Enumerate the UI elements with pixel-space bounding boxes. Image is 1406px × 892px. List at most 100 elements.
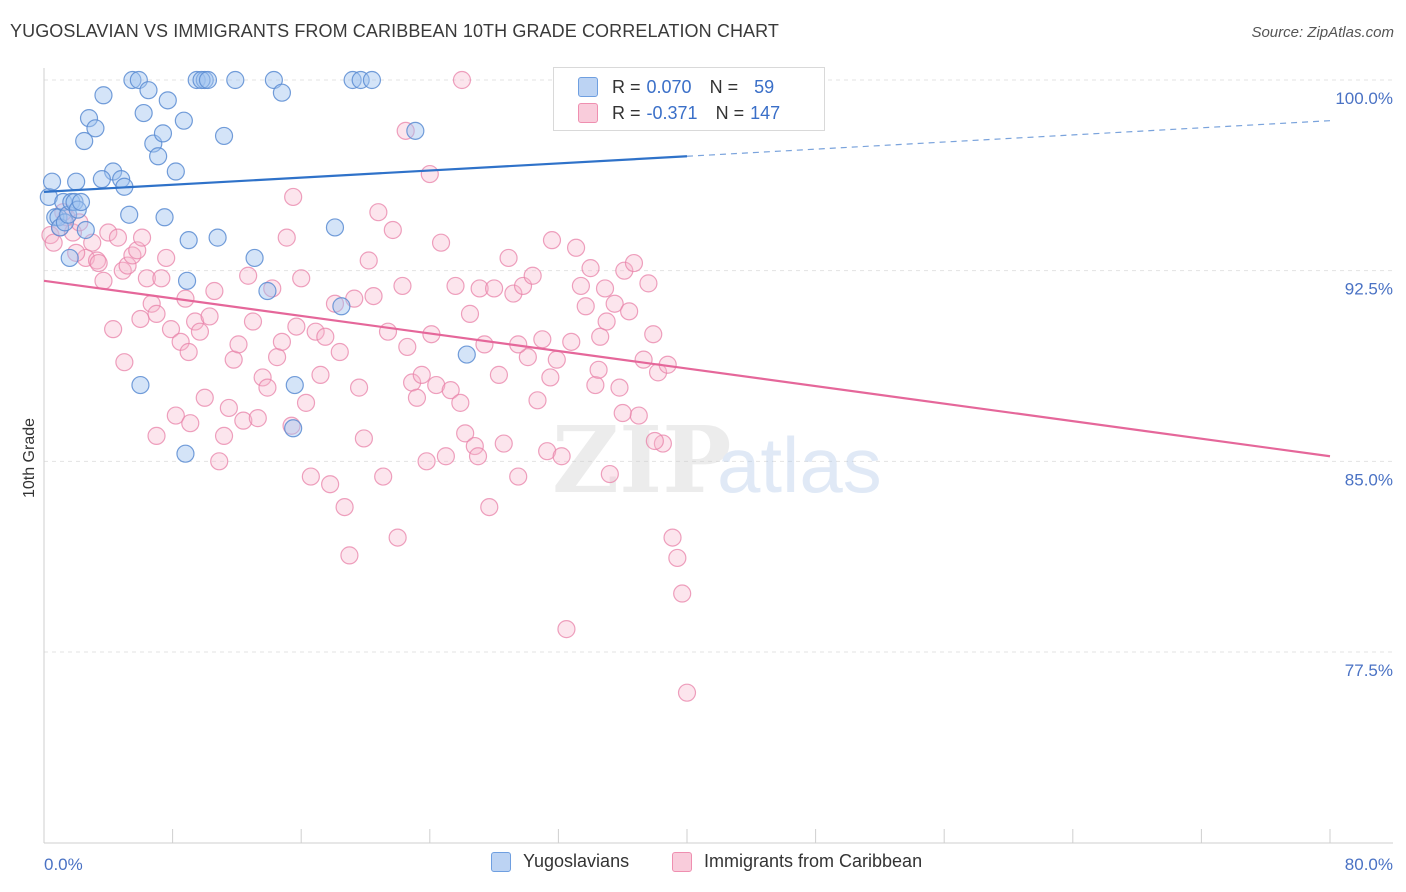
x-tick-label-0: 0.0% (44, 855, 83, 874)
point-yugoslavian-27 (153, 124, 173, 143)
y-tick-label-3: 100.0% (1335, 89, 1393, 108)
point-yugoslavian-10 (67, 172, 86, 191)
point-caribbean-53 (306, 322, 325, 341)
point-caribbean-109 (576, 297, 595, 316)
point-caribbean-52 (301, 467, 320, 486)
tick-labels: 77.5% 85.0% 92.5% 100.0% 0.0% 80.0% (44, 89, 1393, 874)
legend-swatch-pink (578, 103, 598, 123)
point-caribbean-103 (547, 350, 566, 369)
point-caribbean-80 (436, 447, 455, 466)
point-yugoslavian-39 (226, 70, 245, 90)
point-yugoslavian-28 (158, 91, 177, 110)
point-caribbean-102 (542, 231, 562, 250)
bottom-legend-caribbean: Immigrants from Caribbean (672, 851, 922, 872)
point-caribbean-63 (354, 429, 373, 448)
point-caribbean-128 (668, 548, 687, 568)
legend-n-value: 59 (754, 76, 775, 97)
point-caribbean-135 (396, 121, 415, 140)
point-caribbean-105 (557, 620, 576, 639)
point-yugoslavian-30 (174, 111, 193, 130)
point-caribbean-114 (600, 464, 619, 484)
legend: R = 0.070 N = 59 R = -0.371 N = 147 (553, 67, 825, 131)
caribbean-points (41, 70, 697, 702)
point-caribbean-95 (509, 467, 528, 486)
point-caribbean-120 (629, 406, 648, 425)
point-caribbean-121 (634, 350, 653, 369)
watermark-atlas: atlas (717, 421, 882, 509)
point-caribbean-50 (292, 269, 311, 288)
point-caribbean-147 (613, 403, 632, 423)
point-caribbean-35 (219, 398, 238, 418)
point-caribbean-148 (645, 431, 664, 451)
point-caribbean-72 (398, 337, 417, 357)
point-caribbean-30 (195, 388, 214, 407)
point-caribbean-89 (480, 497, 499, 517)
point-caribbean-55 (316, 327, 335, 346)
point-caribbean-40 (243, 312, 263, 331)
point-caribbean-71 (393, 276, 412, 296)
point-caribbean-90 (485, 279, 504, 298)
source-label: Source: ZipAtlas.com (1251, 24, 1394, 41)
point-caribbean-36 (224, 350, 243, 369)
point-caribbean-119 (624, 253, 644, 273)
bottom-legend-swatch-pink (672, 851, 692, 872)
point-caribbean-33 (210, 452, 229, 471)
point-caribbean-67 (374, 467, 393, 486)
point-caribbean-24 (166, 406, 185, 425)
x-tick-label-1: 80.0% (1345, 855, 1393, 874)
point-caribbean-129 (673, 584, 692, 603)
point-caribbean-94 (504, 284, 523, 303)
point-caribbean-134 (284, 187, 303, 207)
point-caribbean-14 (118, 256, 137, 275)
point-caribbean-110 (581, 259, 600, 278)
point-caribbean-39 (239, 266, 258, 285)
legend-swatch-blue (578, 77, 598, 97)
point-caribbean-118 (620, 302, 639, 321)
point-caribbean-143 (179, 342, 198, 362)
point-yugoslavian-55 (92, 170, 111, 189)
point-caribbean-83 (451, 393, 470, 412)
point-caribbean-68 (378, 322, 398, 341)
point-caribbean-146 (597, 312, 616, 331)
point-yugoslavian-20 (120, 205, 139, 224)
point-caribbean-132 (589, 360, 608, 379)
point-caribbean-65 (364, 286, 383, 306)
trend-yugoslavians-extension (686, 120, 1331, 157)
point-caribbean-69 (383, 220, 402, 240)
point-caribbean-111 (586, 375, 605, 395)
point-caribbean-75 (412, 365, 431, 384)
point-caribbean-42 (253, 368, 272, 387)
point-yugoslavian-21 (123, 70, 142, 90)
bottom-legend: Yugoslavians Immigrants from Caribbean (0, 851, 1406, 877)
point-caribbean-49 (287, 317, 306, 336)
point-caribbean-133 (420, 164, 439, 184)
point-yugoslavian-43 (272, 83, 292, 102)
trend-yugoslavians (43, 155, 688, 193)
point-caribbean-60 (340, 546, 359, 565)
point-yugoslavian-36 (198, 70, 218, 90)
point-caribbean-1 (44, 233, 63, 252)
point-caribbean-18 (137, 269, 156, 288)
point-caribbean-76 (417, 452, 436, 471)
point-caribbean-46 (272, 332, 292, 351)
point-caribbean-93 (499, 248, 518, 268)
point-caribbean-70 (388, 528, 407, 547)
point-caribbean-92 (494, 434, 513, 453)
point-caribbean-101 (538, 442, 557, 461)
point-yugoslavian-45 (285, 375, 304, 395)
point-caribbean-78 (427, 375, 446, 395)
gridlines (44, 79, 1393, 653)
point-caribbean-43 (258, 378, 277, 397)
point-caribbean-91 (489, 365, 509, 384)
point-caribbean-104 (552, 447, 571, 466)
point-yugoslavian-44 (284, 419, 303, 438)
chart-title: YUGOSLAVIAN VS IMMIGRANTS FROM CARIBBEAN… (10, 21, 780, 41)
point-yugoslavian-53 (131, 375, 150, 395)
point-yugoslavian-32 (177, 271, 197, 290)
point-caribbean-145 (541, 368, 560, 387)
point-caribbean-17 (132, 228, 152, 247)
point-yugoslavian-16 (94, 86, 113, 105)
point-caribbean-86 (465, 436, 484, 456)
point-caribbean-21 (152, 269, 171, 288)
